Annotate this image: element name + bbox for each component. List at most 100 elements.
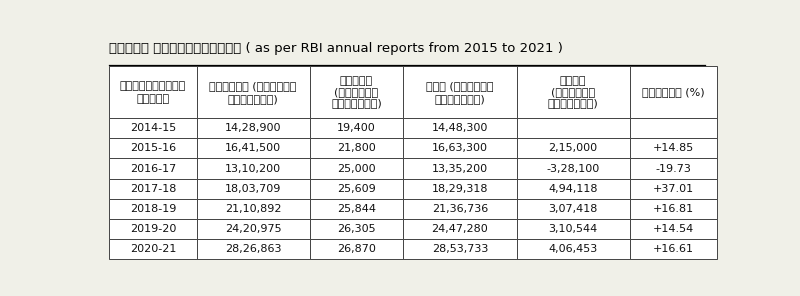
Bar xyxy=(110,178,197,199)
Text: വർധന: വർധന xyxy=(560,76,586,86)
Bar xyxy=(197,178,310,199)
Text: +14.54: +14.54 xyxy=(653,224,694,234)
Text: +16.81: +16.81 xyxy=(653,204,694,214)
Bar xyxy=(110,158,197,178)
Text: നോട്ട് (മൂല്യം: നോട്ട് (മൂല്യം xyxy=(210,81,297,91)
Bar xyxy=(517,178,630,199)
Text: 24,47,280: 24,47,280 xyxy=(431,224,488,234)
Text: 21,10,892: 21,10,892 xyxy=(225,204,282,214)
Bar xyxy=(517,158,630,178)
Bar xyxy=(310,66,403,118)
Bar xyxy=(197,118,310,138)
Bar xyxy=(630,219,717,239)
Bar xyxy=(403,66,517,118)
Bar xyxy=(197,199,310,219)
Text: 2014-15: 2014-15 xyxy=(130,123,176,133)
Text: വര്ഷം: വര്ഷം xyxy=(136,94,170,104)
Text: കോടിയിൽ): കോടിയിൽ) xyxy=(228,94,278,104)
Text: കോടിയിൽ): കോടിയിൽ) xyxy=(548,98,598,108)
Text: ശതമാനം (%): ശതമാനം (%) xyxy=(642,87,705,97)
Text: 4,06,453: 4,06,453 xyxy=(549,244,598,254)
Bar xyxy=(310,219,403,239)
Bar xyxy=(630,158,717,178)
Bar xyxy=(110,219,197,239)
Bar xyxy=(517,66,630,118)
Bar xyxy=(403,219,517,239)
Text: കോടിയിൽ): കോടിയിൽ) xyxy=(331,98,382,108)
Bar xyxy=(630,199,717,219)
Text: 13,35,200: 13,35,200 xyxy=(432,163,488,173)
Bar xyxy=(310,178,403,199)
Text: 21,36,736: 21,36,736 xyxy=(432,204,488,214)
Bar xyxy=(630,239,717,259)
Text: 26,870: 26,870 xyxy=(337,244,376,254)
Bar xyxy=(630,178,717,199)
Text: 14,28,900: 14,28,900 xyxy=(225,123,282,133)
Bar xyxy=(197,66,310,118)
Bar xyxy=(403,239,517,259)
Bar xyxy=(403,158,517,178)
Text: 28,53,733: 28,53,733 xyxy=(432,244,488,254)
Bar xyxy=(197,138,310,158)
Bar xyxy=(110,199,197,219)
Text: 16,41,500: 16,41,500 xyxy=(225,144,281,153)
Text: 3,10,544: 3,10,544 xyxy=(549,224,598,234)
Text: 2015-16: 2015-16 xyxy=(130,144,176,153)
Bar xyxy=(310,199,403,219)
Text: കോടിയിൽ): കോടിയിൽ) xyxy=(434,94,486,104)
Text: 25,000: 25,000 xyxy=(338,163,376,173)
Text: 21,800: 21,800 xyxy=(337,144,376,153)
Bar xyxy=(517,239,630,259)
Bar xyxy=(110,138,197,158)
Bar xyxy=(110,66,197,118)
Bar xyxy=(517,138,630,158)
Bar xyxy=(110,118,197,138)
Bar xyxy=(517,118,630,138)
Bar xyxy=(197,219,310,239)
Text: -3,28,100: -3,28,100 xyxy=(546,163,600,173)
Text: 19,400: 19,400 xyxy=(337,123,376,133)
Text: 14,48,300: 14,48,300 xyxy=(432,123,488,133)
Text: 3,07,418: 3,07,418 xyxy=(548,204,598,214)
Bar xyxy=(310,239,403,259)
Text: 2019-20: 2019-20 xyxy=(130,224,176,234)
Bar xyxy=(517,199,630,219)
Text: -19.73: -19.73 xyxy=(655,163,691,173)
Text: 24,20,975: 24,20,975 xyxy=(225,224,282,234)
Bar xyxy=(310,158,403,178)
Text: 18,29,318: 18,29,318 xyxy=(432,184,488,194)
Bar xyxy=(310,118,403,138)
Text: 16,63,300: 16,63,300 xyxy=(432,144,488,153)
Bar xyxy=(110,239,197,259)
Text: 13,10,200: 13,10,200 xyxy=(225,163,281,173)
Text: കറൻസി സര്ക്കുലേഷൻ ( as per RBI annual reports from 2015 to 2021 ): കറൻസി സര്ക്കുലേഷൻ ( as per RBI annual re… xyxy=(110,42,563,55)
Text: (മൂല്യം: (മൂല്യം xyxy=(551,87,595,97)
Text: 2017-18: 2017-18 xyxy=(130,184,176,194)
Text: +16.61: +16.61 xyxy=(653,244,694,254)
Bar xyxy=(310,138,403,158)
Text: ആകെ (മൂല്യം: ആകെ (മൂല്യം xyxy=(426,81,494,91)
Bar xyxy=(403,199,517,219)
Bar xyxy=(403,118,517,138)
Text: 2,15,000: 2,15,000 xyxy=(549,144,598,153)
Text: സാമ്പത്തിക: സാമ്പത്തിക xyxy=(120,81,186,91)
Bar xyxy=(517,219,630,239)
Text: 28,26,863: 28,26,863 xyxy=(225,244,282,254)
Text: 26,305: 26,305 xyxy=(338,224,376,234)
Text: 2018-19: 2018-19 xyxy=(130,204,176,214)
Bar xyxy=(630,118,717,138)
Text: 18,03,709: 18,03,709 xyxy=(225,184,282,194)
Text: (മൂല്യം: (മൂല്യം xyxy=(334,87,378,97)
Text: 2016-17: 2016-17 xyxy=(130,163,176,173)
Bar xyxy=(197,239,310,259)
Text: 25,609: 25,609 xyxy=(337,184,376,194)
Bar xyxy=(630,138,717,158)
Bar xyxy=(403,138,517,158)
Bar xyxy=(197,158,310,178)
Bar xyxy=(403,178,517,199)
Text: 2020-21: 2020-21 xyxy=(130,244,176,254)
Text: നാണയം: നാണയം xyxy=(340,76,373,86)
Bar xyxy=(630,66,717,118)
Text: 25,844: 25,844 xyxy=(337,204,376,214)
Text: 4,94,118: 4,94,118 xyxy=(548,184,598,194)
